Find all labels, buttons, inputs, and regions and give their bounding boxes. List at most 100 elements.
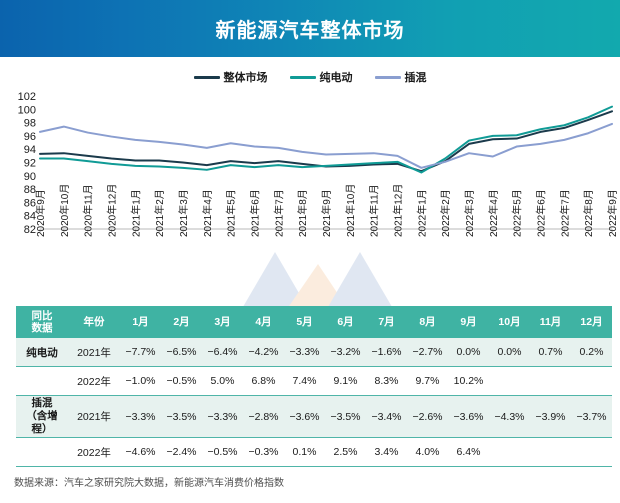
table-header-month: 12月 [571, 306, 612, 338]
table-row: 纯电动 2021年 −7.7% −6.5% −6.4% −4.2% −3.3% −3.2% −1… [16, 338, 612, 367]
table-cell-value: 5.0% [202, 366, 243, 396]
table-header-month: 5月 [284, 306, 325, 338]
x-axis-tick-label: 2020年12月 [106, 184, 119, 237]
table-cell-value: −3.5% [325, 395, 366, 439]
table-cell-value [571, 366, 612, 396]
series-line-整体市场 [39, 110, 613, 173]
x-axis-tick-label: 2021年2月 [153, 189, 166, 237]
table-cell-value: −3.5% [161, 395, 202, 439]
x-axis-tick-label: 2021年4月 [201, 189, 214, 237]
x-axis-tick-label: 2022年7月 [558, 189, 571, 237]
y-axis-tick-label: 82 [24, 224, 36, 236]
x-axis-tick-label: 2021年10月 [344, 184, 357, 237]
table-row: 2022年 −1.0% −0.5% 5.0% 6.8% 7.4% 9.1% 8.3% 9.7% 1… [16, 366, 612, 396]
table-cell-value [489, 437, 530, 468]
y-axis-tick-label: 98 [24, 118, 36, 130]
table-cell-value: −4.2% [243, 338, 284, 367]
table-cell-value: −2.7% [407, 338, 448, 367]
table-cell-value [530, 366, 571, 396]
series-line-纯电动 [39, 105, 613, 174]
table-header-month: 4月 [243, 306, 284, 338]
table-row: 插混 （含增 程） 2021年 −3.3% −3.5% −3.3% −2.8% −3.6% −3.… [16, 395, 612, 439]
table-header-month: 2月 [161, 306, 202, 338]
x-axis-tick-label: 2021年1月 [129, 189, 142, 237]
table-cell-value: −1.6% [366, 338, 407, 367]
table-header-month: 8月 [407, 306, 448, 338]
x-axis-tick-label: 2021年12月 [392, 184, 405, 237]
table-cell-value: −0.5% [161, 366, 202, 396]
legend-label: 整体市场 [223, 72, 268, 84]
legend-swatch-icon [193, 75, 220, 79]
y-axis-tick-label: 102 [18, 91, 36, 103]
table-cell-category [16, 437, 68, 468]
table-cell-value: −3.2% [325, 338, 366, 367]
legend-item[interactable]: 纯电动 [289, 69, 353, 85]
table-cell-year: 2021年 [68, 395, 120, 439]
table-body: 纯电动 2021年 −7.7% −6.5% −6.4% −4.2% −3.3% −3.2% −1… [16, 338, 612, 468]
table-cell-value: 3.4% [366, 437, 407, 468]
table-cell-value: −7.7% [120, 338, 161, 367]
x-axis-tick-label: 2022年5月 [511, 189, 524, 237]
table-cell-category [16, 366, 68, 396]
table-cell-value: −2.8% [243, 395, 284, 439]
x-axis-tick-label: 2022年2月 [439, 189, 452, 237]
table-cell-value: −3.6% [448, 395, 489, 439]
x-axis-tick-label: 2022年8月 [582, 189, 595, 237]
table-cell-value: 9.1% [325, 366, 366, 396]
table-cell-value: 0.0% [448, 338, 489, 367]
table-cell-value: 4.0% [407, 437, 448, 468]
table-header-month: 10月 [489, 306, 530, 338]
table-cell-value [530, 437, 571, 468]
table-cell-value: −3.3% [120, 395, 161, 439]
table-header-year: 年份 [68, 306, 120, 338]
table-cell-value: −4.3% [489, 395, 530, 439]
table-header-month: 3月 [202, 306, 243, 338]
table-cell-value: 6.8% [243, 366, 284, 396]
legend-item[interactable]: 插混 [374, 69, 427, 85]
table-cell-value: −1.0% [120, 366, 161, 396]
x-axis-tick-label: 2021年6月 [249, 189, 262, 237]
table-cell-value: −0.5% [202, 437, 243, 468]
x-axis-tick-label: 2020年10月 [58, 184, 71, 237]
chart-container: 整体市场 纯电动 插混 82 84 86 88 90 92 94 96 98 100 102 2020年9… [0, 57, 620, 312]
legend-label: 纯电动 [319, 72, 353, 84]
y-axis-tick-label: 100 [18, 104, 36, 116]
legend-item[interactable]: 整体市场 [193, 69, 268, 85]
x-axis-tick-label: 2022年4月 [487, 189, 500, 237]
x-axis-tick-label: 2021年11月 [368, 184, 381, 237]
y-axis-tick-label: 90 [24, 171, 36, 183]
table-header-month: 9月 [448, 306, 489, 338]
table-cell-value: −2.4% [161, 437, 202, 468]
table-header: 同比 数据 年份 1月 2月 3月 4月 5月 6月 7月 8月 9月 10月 11月 12月 [16, 306, 612, 338]
table-cell-value: 0.0% [489, 338, 530, 367]
table-cell-value: 10.2% [448, 366, 489, 396]
table-cell-value: −2.6% [407, 395, 448, 439]
x-axis-tick-label: 2022年9月 [606, 189, 619, 237]
x-axis-tick-label: 2022年6月 [535, 189, 548, 237]
table-cell-value: 2.5% [325, 437, 366, 468]
table-cell-category: 插混 （含增 程） [16, 395, 68, 439]
table-cell-year: 2021年 [68, 338, 120, 367]
table-header-row: 同比 数据 年份 1月 2月 3月 4月 5月 6月 7月 8月 9月 10月 11月 12月 [16, 306, 612, 338]
x-axis-tick-label: 2020年11月 [82, 184, 95, 237]
table-cell-year: 2022年 [68, 437, 120, 468]
table-cell-value: −3.9% [530, 395, 571, 439]
x-axis-tick-label: 2020年9月 [34, 189, 47, 237]
table-cell-value: −3.6% [284, 395, 325, 439]
table-cell-value: −3.3% [202, 395, 243, 439]
y-axis-tick-label: 84 [24, 211, 36, 223]
comparison-table: 同比 数据 年份 1月 2月 3月 4月 5月 6月 7月 8月 9月 10月 11月 12月 纯电动 202… [16, 306, 612, 468]
table-header-month: 11月 [530, 306, 571, 338]
x-axis-tick-label: 2021年7月 [272, 189, 285, 237]
table-cell-value: −3.4% [366, 395, 407, 439]
x-axis-tick-label: 2021年5月 [225, 189, 238, 237]
x-axis-tick-label: 2022年3月 [463, 189, 476, 237]
y-axis-tick-label: 86 [24, 197, 36, 209]
table-cell-value: −3.3% [284, 338, 325, 367]
y-axis-tick-label: 96 [24, 131, 36, 143]
table-header-month: 7月 [366, 306, 407, 338]
table-cell-value: −6.5% [161, 338, 202, 367]
table-cell-value [489, 366, 530, 396]
